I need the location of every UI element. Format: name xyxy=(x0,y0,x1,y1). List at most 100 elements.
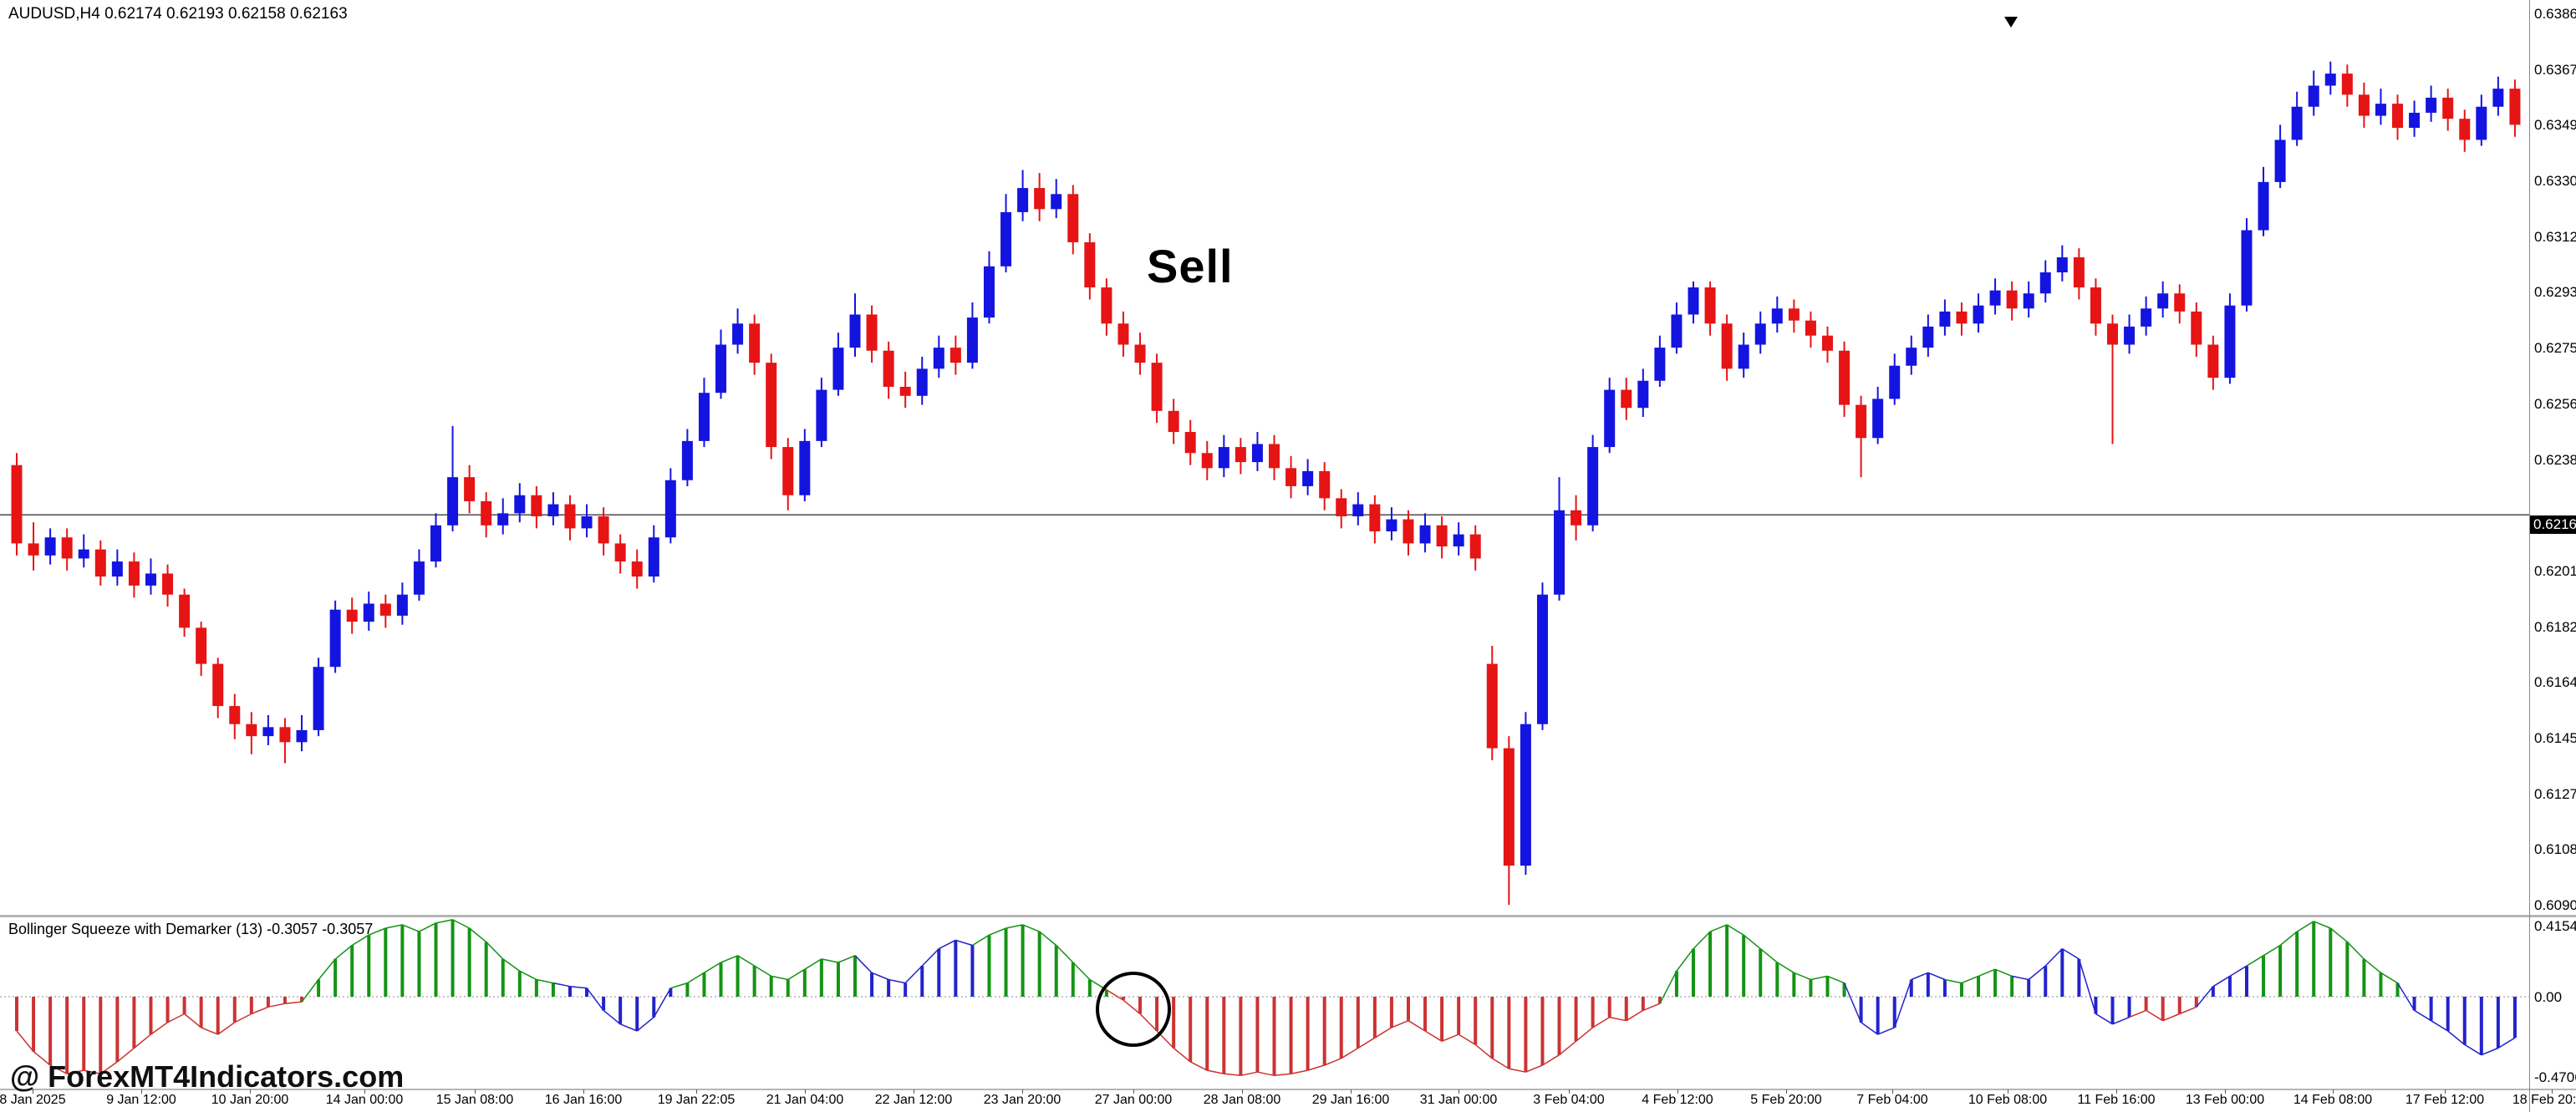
candle-body xyxy=(2476,106,2487,140)
indicator-connector-line xyxy=(2497,1037,2516,1049)
time-axis-label: 5 Feb 20:00 xyxy=(1750,1093,1822,1107)
indicator-connector-line xyxy=(2061,947,2080,960)
candle-body xyxy=(2191,311,2202,345)
indicator-connector-line xyxy=(2380,972,2398,984)
candle-body xyxy=(11,465,23,544)
indicator-connector-line xyxy=(1609,1016,1627,1022)
indicator-connector-line xyxy=(116,1047,135,1063)
candle-body xyxy=(1889,365,1901,399)
candle-body xyxy=(2174,293,2186,312)
candle-body xyxy=(1168,410,1179,433)
candle-body xyxy=(1269,444,1280,469)
candle-body xyxy=(2392,104,2404,128)
indicator-canvas[interactable] xyxy=(0,918,2530,1089)
indicator-connector-line xyxy=(1173,1047,1191,1063)
time-axis-tick xyxy=(475,1089,476,1094)
indicator-connector-line xyxy=(301,979,319,1003)
candle-body xyxy=(1973,305,1984,324)
indicator-connector-line xyxy=(1056,944,1074,963)
candle-body xyxy=(2124,326,2136,345)
indicator-connector-line xyxy=(2313,921,2331,929)
candle-body xyxy=(598,515,609,544)
indicator-connector-line xyxy=(234,1013,252,1023)
chart-shift-triangle-icon[interactable] xyxy=(2004,17,2018,28)
indicator-connector-line xyxy=(419,922,436,932)
time-axis-tick xyxy=(1569,1089,1570,1094)
time-axis-label: 28 Jan 08:00 xyxy=(1203,1093,1281,1107)
time-axis-separator xyxy=(0,1089,2576,1090)
time-axis[interactable]: 8 Jan 2025 9 Jan 12:00 10 Jan 20:00 14 Jan … xyxy=(0,1089,2576,1112)
indicator-connector-line xyxy=(385,924,403,929)
candle-body xyxy=(111,561,123,577)
indicator-connector-line xyxy=(402,924,420,932)
candle-body xyxy=(1906,348,1917,366)
indicator-connector-line xyxy=(2011,975,2029,981)
indicator-connector-line xyxy=(1542,1054,1560,1066)
time-axis-label: 21 Jan 04:00 xyxy=(766,1093,844,1107)
time-axis-tick xyxy=(1892,1089,1893,1094)
indicator-connector-line xyxy=(2263,944,2281,957)
indicator-connector-line xyxy=(33,1051,51,1066)
candle-body xyxy=(1821,335,1833,351)
candle-body xyxy=(2308,85,2319,107)
circle-annotation[interactable] xyxy=(1096,972,1171,1047)
candle-body xyxy=(631,561,643,577)
candle-body xyxy=(464,477,476,501)
price-axis-label: 0.63675 xyxy=(2534,61,2576,78)
panel-separator[interactable] xyxy=(0,915,2576,917)
candle-body xyxy=(430,525,441,562)
candle-body xyxy=(1336,498,1347,516)
candle-body xyxy=(1637,380,1649,409)
candle-body xyxy=(732,323,744,345)
time-axis-label: 4 Feb 12:00 xyxy=(1642,1093,1713,1107)
price-chart-canvas[interactable] xyxy=(0,0,2530,915)
indicator-connector-line xyxy=(888,978,906,984)
watermark-text: @ ForexMT4Indicators.com xyxy=(10,1059,405,1094)
candle-body xyxy=(246,724,257,737)
indicator-connector-line xyxy=(1877,1027,1896,1035)
time-axis-label: 14 Jan 00:00 xyxy=(325,1093,404,1107)
indicator-connector-line xyxy=(1743,934,1761,950)
sell-annotation[interactable]: Sell xyxy=(1147,240,1234,292)
candle-body xyxy=(1503,748,1515,866)
candle-body xyxy=(1017,188,1029,212)
time-axis-tick xyxy=(1351,1089,1352,1094)
candle-body xyxy=(2006,290,2018,309)
indicator-title: Bollinger Squeeze with Demarker (13) -0.… xyxy=(8,921,374,937)
indicator-connector-line xyxy=(1022,924,1040,932)
indicator-connector-line xyxy=(1039,931,1057,947)
indicator-connector-line xyxy=(2179,1006,2197,1015)
indicator-level-label: 0.00 xyxy=(2534,989,2563,1005)
indicator-connector-line xyxy=(1441,1033,1459,1042)
indicator-connector-line xyxy=(552,982,571,988)
indicator-connector-line xyxy=(1324,1058,1342,1066)
candle-body xyxy=(2426,97,2437,113)
time-axis-label: 9 Jan 12:00 xyxy=(106,1093,176,1107)
candle-body xyxy=(196,627,207,664)
time-axis-tick xyxy=(141,1089,142,1094)
candle-body xyxy=(1604,389,1616,448)
candle-body xyxy=(1436,525,1448,547)
candle-body xyxy=(2341,74,2353,95)
indicator-connector-line xyxy=(904,965,923,984)
candle-body xyxy=(61,537,73,559)
indicator-connector-line xyxy=(2396,983,2416,1011)
candle-body xyxy=(1403,519,1414,544)
candle-body xyxy=(1369,504,1381,532)
indicator-connector-line xyxy=(1307,1064,1325,1071)
indicator-connector-line xyxy=(2414,1009,2432,1022)
candle-body xyxy=(44,537,56,556)
indicator-connector-line xyxy=(2464,1043,2482,1056)
indicator-connector-line xyxy=(1927,972,1946,981)
candle-body xyxy=(1654,348,1666,381)
indicator-connector-line xyxy=(519,970,537,981)
indicator-connector-line xyxy=(737,955,756,967)
candle-body xyxy=(1805,320,1816,336)
candle-body xyxy=(1067,194,1079,242)
indicator-connector-line xyxy=(486,941,504,960)
